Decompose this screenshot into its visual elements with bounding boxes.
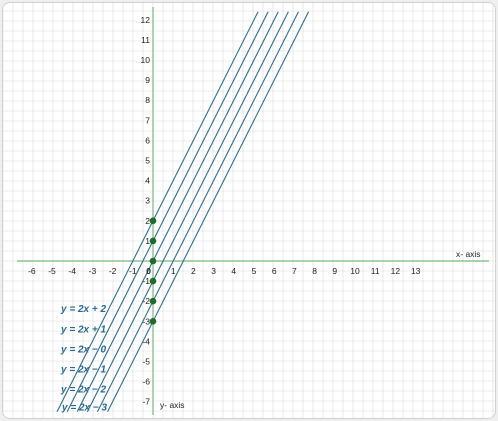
- y-tick-label: -2: [142, 296, 150, 306]
- intercept-point: [149, 257, 157, 265]
- x-tick-label: -2: [109, 266, 117, 276]
- x-tick-label: 7: [292, 266, 297, 276]
- x-tick-label: -4: [68, 266, 76, 276]
- y-tick-label: -4: [142, 336, 150, 346]
- y-tick-label: 10: [141, 55, 151, 65]
- y-tick-label: 5: [145, 156, 150, 166]
- series-label: y = 2x − 0: [60, 344, 106, 355]
- y-tick-label: -3: [142, 316, 150, 326]
- y-tick-label: 9: [145, 75, 150, 85]
- axes: [17, 7, 489, 415]
- intercept-point: [149, 297, 157, 305]
- y-tick-label: -1: [142, 276, 150, 286]
- y-tick-label: 8: [145, 95, 150, 105]
- intercept-point: [149, 277, 157, 285]
- x-tick-label: -5: [48, 266, 56, 276]
- series-label: y = 2x + 1: [60, 324, 106, 335]
- x-tick-label: 6: [272, 266, 277, 276]
- x-tick-label: 1: [171, 266, 176, 276]
- x-tick-label: 13: [411, 266, 421, 276]
- x-tick-label: 11: [371, 266, 380, 276]
- x-tick-label: 12: [391, 266, 401, 276]
- coordinate-plane: -6 -5 -4 -3 -2 -1 1 2 3 4 5 6 7 8 9 10 11 12 1312111098765…: [3, 3, 495, 418]
- series-label: y = 2x − 2: [60, 385, 106, 396]
- tick-labels: -6 -5 -4 -3 -2 -1 1 2 3 4 5 6 7 8 9 10 11 12 1312111098765…: [28, 15, 421, 407]
- y-tick-label: -5: [142, 357, 150, 367]
- x-tick-label: 9: [332, 266, 337, 276]
- x-tick-label: 8: [312, 266, 317, 276]
- y-tick-label: 3: [145, 196, 150, 206]
- intercept-point: [149, 237, 157, 245]
- series-line: [107, 11, 310, 412]
- x-tick-label: 2: [191, 266, 196, 276]
- y-tick-label: 6: [145, 135, 150, 145]
- x-tick-label: 10: [350, 266, 360, 276]
- x-tick-label: -6: [28, 266, 36, 276]
- series-line: [66, 11, 269, 412]
- y-tick-label: 2: [145, 216, 150, 226]
- intercept-point: [149, 318, 157, 325]
- y-tick-label: 7: [145, 115, 150, 125]
- series-labels: y = 2x + 2 y = 2x + 1 y = 2x − 0 y = 2x − 1…: [60, 304, 107, 413]
- x-tick-label: 3: [211, 266, 216, 276]
- series-label: y = 2x + 2: [60, 304, 106, 315]
- y-tick-label: 12: [141, 15, 151, 25]
- y-axis-title: y- axis: [160, 400, 185, 410]
- x-tick-label: 4: [231, 266, 236, 276]
- series-lines: [56, 11, 310, 412]
- intercept-point: [149, 217, 157, 225]
- series-label: y = 2x − 1: [60, 365, 106, 376]
- y-tick-label: 11: [141, 35, 150, 45]
- series-line: [56, 11, 259, 412]
- x-tick-label: -1: [129, 266, 137, 276]
- series-line: [96, 11, 299, 412]
- series-line: [76, 11, 279, 412]
- x-tick-label: -3: [89, 266, 97, 276]
- series-line: [86, 11, 289, 412]
- y-tick-label: -7: [142, 397, 150, 407]
- y-tick-label: -6: [142, 377, 150, 387]
- intercept-points: [149, 217, 157, 325]
- series-label: y = 2x − 3: [61, 403, 107, 414]
- origin-label: 0: [146, 266, 151, 276]
- y-tick-label: 4: [145, 176, 150, 186]
- x-axis-title: x- axis: [456, 249, 481, 259]
- y-tick-label: 1: [145, 236, 150, 246]
- grid: [3, 3, 495, 418]
- x-tick-label: 5: [252, 266, 257, 276]
